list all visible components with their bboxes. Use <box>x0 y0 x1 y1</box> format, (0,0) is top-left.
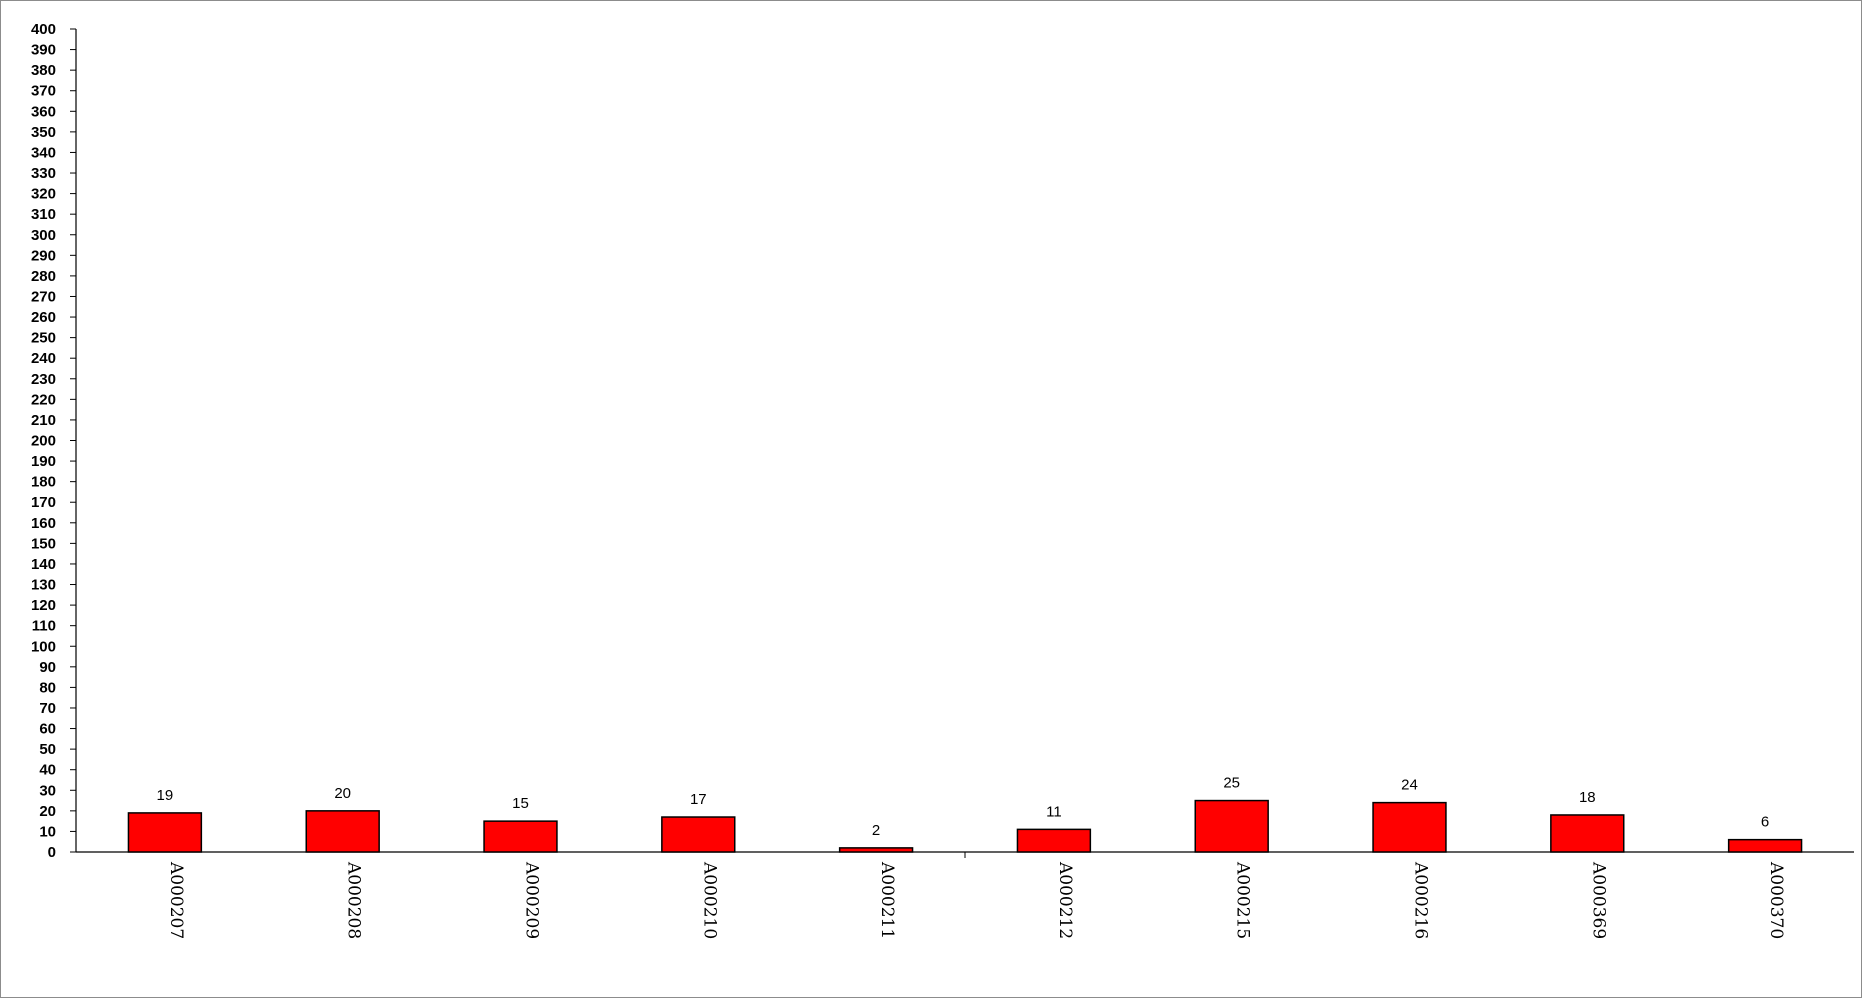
data-label: 24 <box>1401 777 1418 794</box>
data-label: 25 <box>1223 775 1240 792</box>
data-label: 19 <box>157 787 174 804</box>
data-label: 20 <box>334 785 351 802</box>
bar <box>661 816 736 853</box>
y-tick-label: 50 <box>39 741 56 758</box>
y-tick-label: 260 <box>31 309 56 326</box>
bar <box>1016 828 1092 853</box>
y-tick-label: 40 <box>39 762 56 779</box>
y-tick-label: 180 <box>31 474 56 491</box>
y-tick-label: 240 <box>31 350 56 367</box>
x-tick-label: A000211 <box>877 861 897 939</box>
x-tick-label: A000209 <box>522 861 542 939</box>
y-tick-label: 270 <box>31 288 56 305</box>
x-tick-label: A000369 <box>1588 861 1608 939</box>
bar <box>838 847 914 853</box>
y-tick-label: 130 <box>31 577 56 594</box>
x-tick-label: A000216 <box>1411 861 1431 939</box>
y-tick-label: 190 <box>31 453 56 470</box>
y-tick-label: 10 <box>39 823 56 840</box>
data-label: 2 <box>872 822 880 839</box>
y-tick-label: 20 <box>39 803 56 820</box>
y-tick-label: 70 <box>39 700 56 717</box>
y-axis: 0 10 20 30 40 50 60 70 80 90 100 110 120 130 140 150 160… <box>31 21 77 861</box>
y-tick-label: 150 <box>31 535 56 552</box>
bar <box>127 812 203 853</box>
y-tick-label: 80 <box>39 679 56 696</box>
y-tick-label: 380 <box>31 62 56 79</box>
y-tick-label: 400 <box>31 21 56 38</box>
y-tick-label: 170 <box>31 494 56 511</box>
data-label: 17 <box>690 791 707 808</box>
x-axis: A000207 A000208 A000209 A000210 A000211 A0002… <box>76 851 1854 939</box>
y-tick-label: 310 <box>31 206 56 223</box>
y-tick-label: 0 <box>48 844 56 861</box>
y-tick-label: 110 <box>32 618 56 635</box>
y-tick-label: 330 <box>31 165 56 182</box>
y-tick-label: 100 <box>31 638 56 655</box>
y-tick-label: 250 <box>31 330 56 347</box>
data-label: 6 <box>1761 814 1769 831</box>
y-tick-label: 140 <box>31 556 56 573</box>
x-tick-label: A000208 <box>344 861 364 939</box>
y-tick-label: 370 <box>31 83 56 100</box>
y-tick-label: 390 <box>31 42 56 59</box>
y-tick-label: 340 <box>31 144 56 161</box>
data-label: 18 <box>1579 789 1596 806</box>
y-tick-label: 120 <box>31 597 56 614</box>
x-tick-label: A000207 <box>166 861 186 939</box>
data-label: 11 <box>1046 803 1062 820</box>
y-tick-label: 280 <box>31 268 56 285</box>
x-tick-label: A000215 <box>1233 861 1253 939</box>
y-tick-label: 350 <box>31 124 56 141</box>
data-labels: 19 20 15 17 2 11 25 24 18 6 <box>157 775 1770 839</box>
y-tick-label: 30 <box>39 782 56 799</box>
y-tick-label: 60 <box>39 721 56 738</box>
y-tick-label: 210 <box>31 412 56 429</box>
data-label: 15 <box>512 795 529 812</box>
bar <box>305 810 380 853</box>
bar <box>483 820 558 853</box>
x-tick-label: A000212 <box>1055 861 1075 939</box>
bar <box>1372 801 1447 853</box>
y-tick-label: 90 <box>39 659 56 676</box>
bar <box>1727 838 1803 853</box>
y-tick-label: 320 <box>31 186 56 203</box>
y-tick-label: 230 <box>31 371 56 388</box>
y-tick-label: 160 <box>31 515 56 532</box>
y-tick-label: 360 <box>31 103 56 120</box>
x-tick-label: A000210 <box>699 861 719 939</box>
bar <box>1550 814 1625 853</box>
y-tick-label: 300 <box>31 227 56 244</box>
y-tick-label: 200 <box>31 433 56 450</box>
y-tick-label: 220 <box>31 391 56 408</box>
bars <box>127 799 1803 853</box>
y-tick-label: 290 <box>31 247 56 264</box>
bar <box>1194 799 1269 853</box>
x-tick-label: A000370 <box>1766 861 1786 939</box>
